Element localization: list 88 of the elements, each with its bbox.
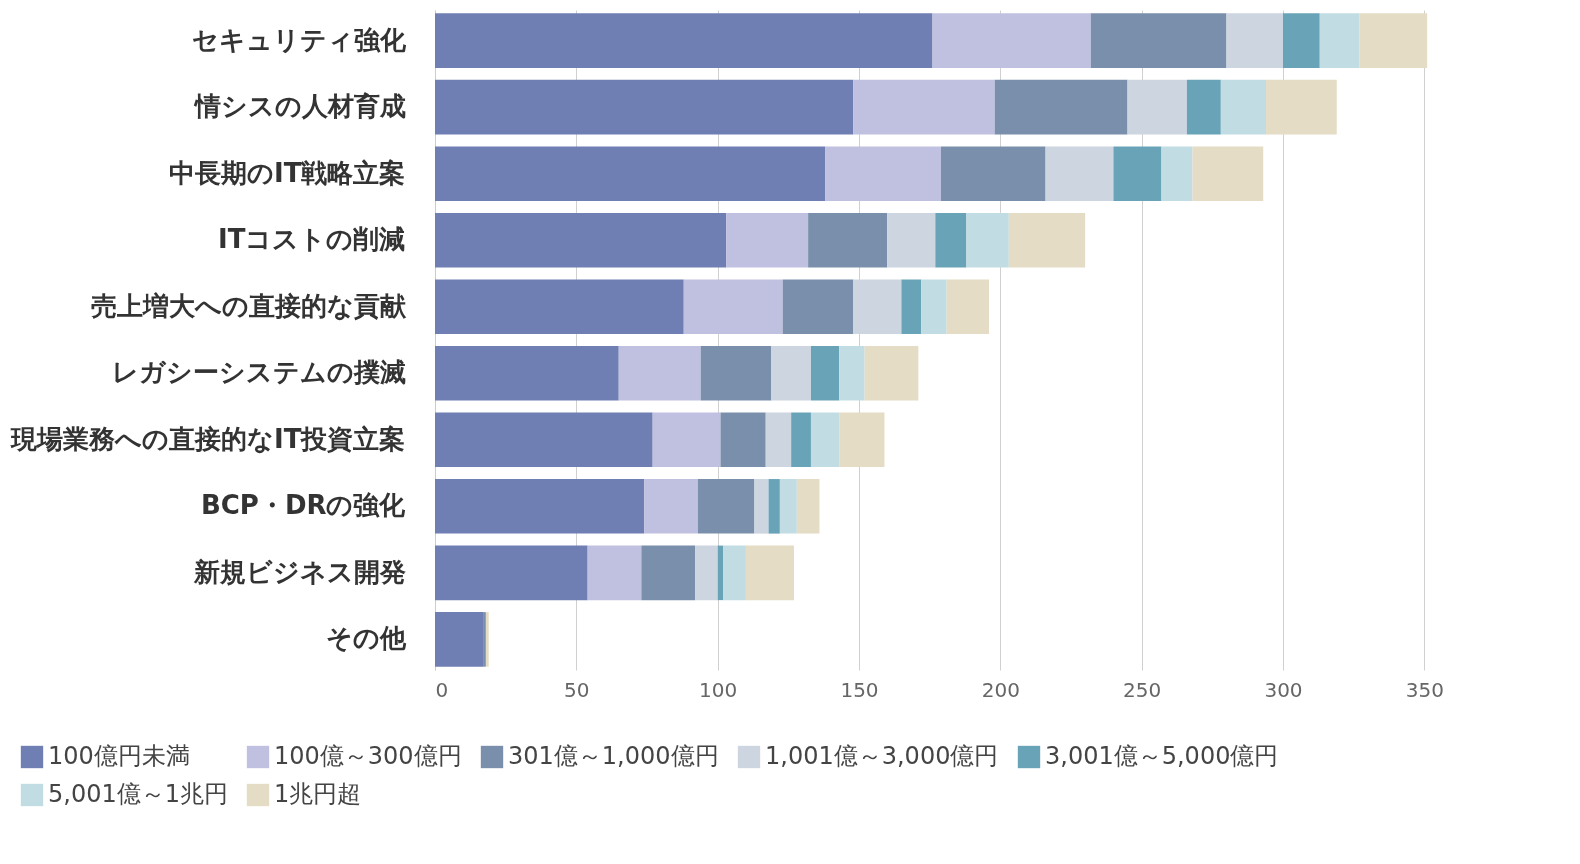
- bar: [1045, 146, 1114, 201]
- bar: [435, 13, 933, 68]
- bar: [435, 612, 484, 667]
- bar: [435, 479, 645, 534]
- y-tick-label: レガシーシステムの撲滅: [111, 357, 406, 388]
- legend-label: 5,001億～1兆円: [48, 780, 228, 808]
- x-tick-label: 300: [1264, 677, 1303, 702]
- bar: [745, 545, 794, 601]
- y-tick-label: 中長期のIT戦略立案: [169, 157, 406, 188]
- bar: [754, 479, 769, 534]
- bar: [435, 345, 619, 401]
- bar: [901, 279, 922, 335]
- bar: [641, 545, 696, 601]
- y-tick-label: BCP・DRの強化: [200, 490, 407, 521]
- legend-label: 1兆円超: [274, 780, 362, 808]
- bar: [1127, 79, 1187, 135]
- bar: [782, 279, 854, 335]
- x-tick-label: 350: [1405, 677, 1444, 702]
- bar: [683, 279, 783, 335]
- bar: [1192, 146, 1264, 201]
- x-tick-label: 0: [435, 677, 449, 702]
- x-tick-label: 150: [840, 677, 879, 702]
- bar: [1090, 13, 1227, 68]
- bar: [652, 412, 721, 468]
- bar: [618, 345, 701, 401]
- bar: [771, 345, 811, 401]
- bar: [779, 479, 797, 534]
- bar: [587, 545, 642, 601]
- bar: [435, 212, 727, 268]
- x-tick-label: 200: [981, 677, 1020, 702]
- bar: [791, 412, 811, 468]
- bar: [435, 279, 684, 335]
- bar: [695, 545, 718, 601]
- bar: [765, 412, 792, 468]
- bar: [839, 345, 865, 401]
- bar: [1266, 79, 1337, 135]
- legend-label: 100億～300億円: [274, 742, 462, 770]
- bar: [1359, 13, 1428, 68]
- bar: [966, 212, 1009, 268]
- bar: [726, 212, 809, 268]
- y-tick-label: 現場業務への直接的なIT投資立案: [10, 423, 406, 454]
- bar: [994, 79, 1128, 135]
- bar: [435, 79, 854, 135]
- bar: [1161, 146, 1193, 201]
- bar: [810, 412, 840, 468]
- bar: [887, 212, 936, 268]
- bar: [723, 545, 746, 601]
- bar: [1220, 79, 1267, 135]
- bar: [1008, 212, 1086, 268]
- bar: [853, 79, 995, 135]
- bar: [932, 13, 1091, 68]
- bar: [825, 146, 941, 201]
- y-tick-label: ITコストの削減: [218, 224, 406, 255]
- bar: [864, 345, 919, 401]
- bar: [1226, 13, 1284, 68]
- bar: [940, 146, 1046, 201]
- legend-label: 100億円未満: [48, 742, 190, 770]
- y-tick-label: 新規ビジネス開発: [192, 556, 406, 587]
- bar: [853, 279, 902, 335]
- bar: [808, 212, 888, 268]
- x-tick-label: 50: [564, 677, 590, 702]
- legend-label: 3,001億～5,000億円: [1045, 742, 1279, 770]
- y-tick-label: その他: [325, 623, 407, 654]
- legend-label: 301億～1,000億円: [508, 742, 719, 770]
- bar: [1319, 13, 1360, 68]
- bar: [768, 479, 780, 534]
- bar: [921, 279, 947, 335]
- bar: [935, 212, 967, 268]
- bar: [697, 479, 755, 534]
- y-tick-label: セキュリティ強化: [191, 24, 407, 55]
- y-tick-label: 情シスの人材育成: [192, 91, 406, 122]
- bar: [1283, 13, 1320, 68]
- bar: [1186, 79, 1221, 135]
- x-tick-label: 250: [1123, 677, 1162, 702]
- bar: [810, 345, 840, 401]
- bar: [700, 345, 772, 401]
- bar: [435, 146, 826, 201]
- bar: [435, 545, 588, 601]
- bar: [1113, 146, 1162, 201]
- bar: [720, 412, 766, 468]
- x-tick-label: 100: [699, 677, 738, 702]
- bar: [796, 479, 820, 534]
- bar: [946, 279, 990, 335]
- bar: [644, 479, 698, 534]
- bar: [435, 412, 653, 468]
- legend-label: 1,001億～3,000億円: [765, 742, 999, 770]
- bar: [839, 412, 885, 468]
- y-tick-label: 売上増大への直接的な貢献: [90, 290, 407, 321]
